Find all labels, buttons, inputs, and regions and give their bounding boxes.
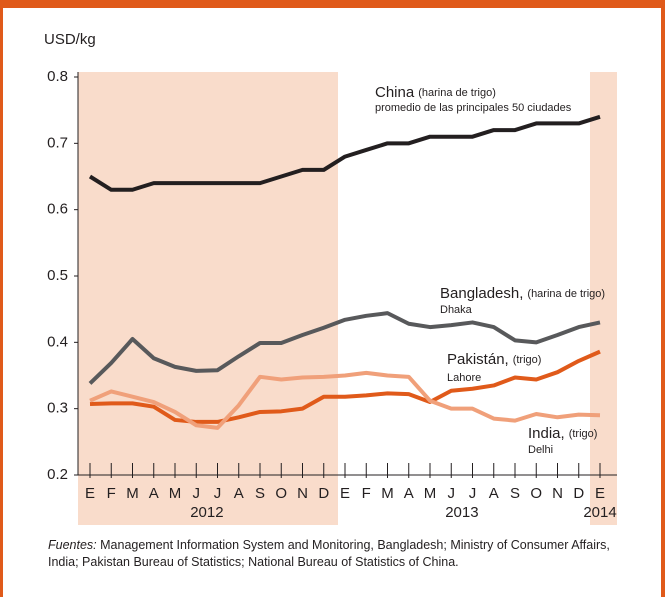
- x-tick-label: S: [255, 485, 265, 502]
- series-name: China: [375, 84, 415, 101]
- x-tick-label: D: [318, 485, 329, 502]
- y-tick-label: 0.7: [47, 134, 68, 151]
- series-note: (harina de trigo): [418, 87, 496, 99]
- series-line: [88, 311, 601, 385]
- x-tick-label: N: [297, 485, 308, 502]
- series-place: promedio de las principales 50 ciudades: [375, 102, 572, 114]
- y-tick-label: 0.4: [47, 333, 68, 350]
- x-tick-label: O: [530, 485, 542, 502]
- x-tick-label: N: [552, 485, 563, 502]
- x-tick-label: D: [573, 485, 584, 502]
- year-label: 2012: [190, 504, 223, 521]
- x-tick-label: E: [595, 485, 605, 502]
- year-label: 2014: [583, 504, 616, 521]
- x-tick-label: J: [448, 485, 456, 502]
- right-border: [661, 0, 665, 597]
- x-tick-label: A: [489, 485, 499, 502]
- series-note: (trigo): [569, 428, 598, 440]
- x-tick-label: E: [85, 485, 95, 502]
- x-tick-label: F: [107, 485, 116, 502]
- x-tick-label: A: [149, 485, 159, 502]
- source-text: Management Information System and Monito…: [48, 538, 610, 569]
- series-label: China (harina de trigo): [375, 84, 496, 101]
- x-tick-label: M: [169, 485, 182, 502]
- source: Fuentes: Management Information System a…: [48, 537, 638, 571]
- series-note: (trigo): [513, 354, 542, 366]
- y-axis-label: USD/kg: [44, 31, 96, 48]
- series-place: Delhi: [528, 444, 553, 456]
- x-tick-label: S: [510, 485, 520, 502]
- top-band: [0, 0, 665, 8]
- source-label: Fuentes:: [48, 538, 97, 552]
- series-label: Pakistán, (trigo): [447, 351, 541, 368]
- series-name: Bangladesh,: [440, 285, 523, 302]
- series-name: Pakistán,: [447, 351, 509, 368]
- x-tick-label: J: [469, 485, 477, 502]
- x-tick-label: A: [404, 485, 414, 502]
- series-line: [88, 114, 601, 192]
- series-place: Dhaka: [440, 304, 473, 316]
- x-tick-label: E: [340, 485, 350, 502]
- series-note: (harina de trigo): [527, 288, 605, 300]
- x-tick-label: F: [362, 485, 371, 502]
- y-tick-label: 0.6: [47, 201, 68, 218]
- x-tick-label: J: [214, 485, 222, 502]
- series-name: India,: [528, 425, 565, 442]
- y-tick-label: 0.8: [47, 68, 68, 85]
- x-tick-label: M: [381, 485, 394, 502]
- left-border: [0, 0, 3, 597]
- series-place: Lahore: [447, 372, 481, 384]
- x-tick-label: M: [126, 485, 139, 502]
- year-label: 2013: [445, 504, 478, 521]
- series-label: India, (trigo): [528, 425, 597, 442]
- y-tick-label: 0.5: [47, 267, 68, 284]
- x-tick-label: J: [193, 485, 201, 502]
- x-tick-label: M: [424, 485, 437, 502]
- series-label: Bangladesh, (harina de trigo): [440, 285, 605, 302]
- y-tick-label: 0.2: [47, 466, 68, 483]
- shade-2014: [590, 72, 617, 525]
- x-tick-label: A: [234, 485, 244, 502]
- x-tick-label: O: [275, 485, 287, 502]
- shade-2012: [78, 72, 338, 525]
- series-line: [89, 370, 601, 430]
- y-tick-label: 0.3: [47, 400, 68, 417]
- series-line: [89, 349, 601, 424]
